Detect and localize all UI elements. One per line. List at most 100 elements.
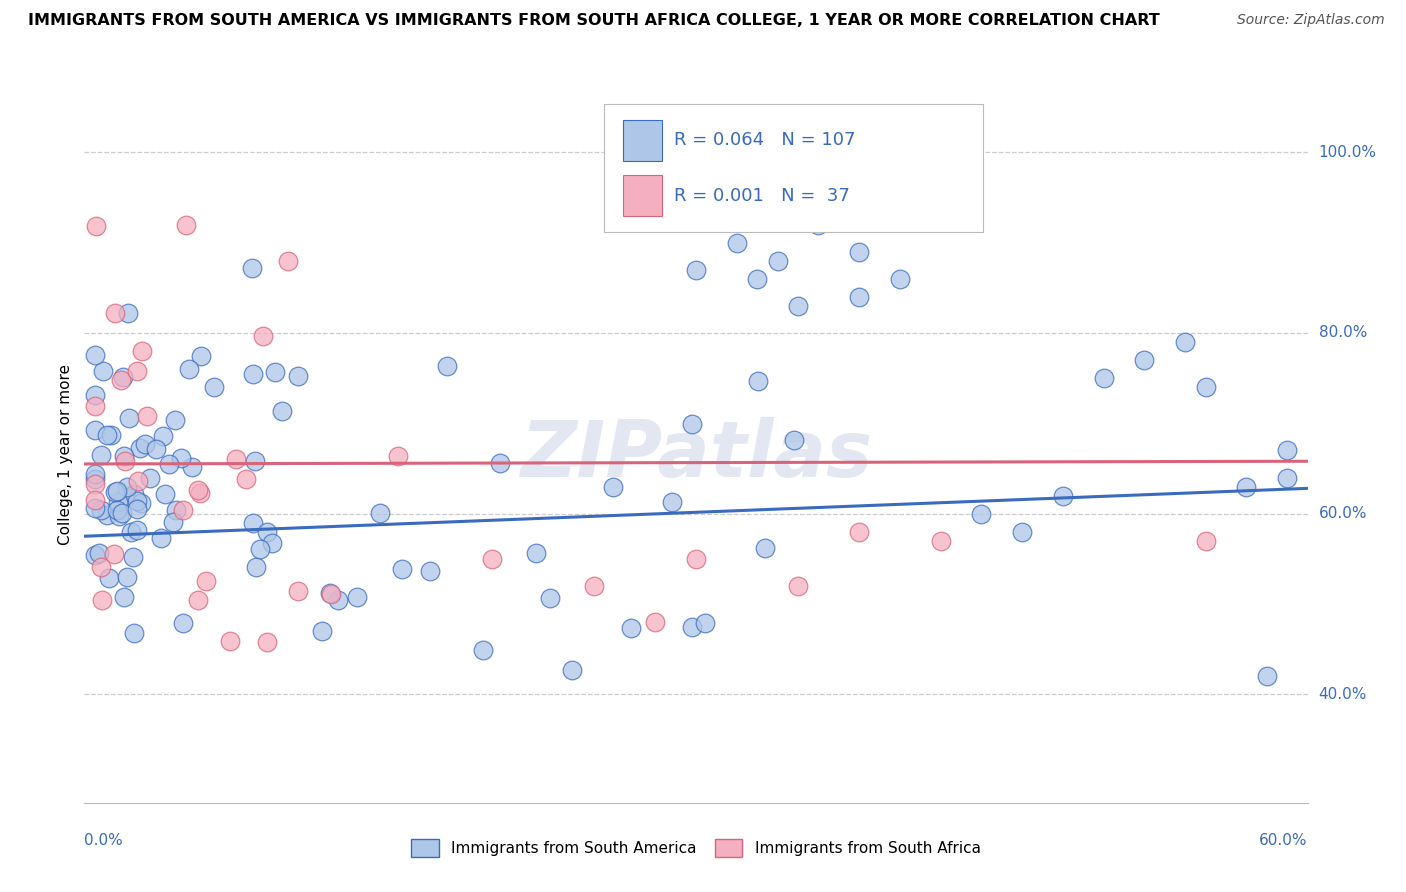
- Point: [90, 560, 112, 574]
- Point: [787, 579, 810, 593]
- Text: 60.0%: 60.0%: [1260, 833, 1308, 848]
- Point: [848, 244, 870, 259]
- Point: [90, 448, 112, 462]
- Point: [538, 591, 561, 606]
- Point: [127, 501, 149, 516]
- Point: [681, 620, 703, 634]
- Point: [112, 591, 135, 605]
- Point: [163, 413, 186, 427]
- Point: [177, 362, 200, 376]
- FancyBboxPatch shape: [623, 175, 662, 216]
- Point: [90, 592, 112, 607]
- Point: [107, 508, 129, 523]
- Point: [370, 506, 392, 520]
- Point: [96, 427, 118, 442]
- Point: [1092, 371, 1115, 385]
- Point: [489, 456, 512, 470]
- Point: [202, 380, 225, 394]
- Point: [848, 290, 870, 304]
- Point: [136, 409, 159, 423]
- Point: [190, 349, 212, 363]
- Point: [112, 450, 135, 464]
- Point: [1052, 489, 1074, 503]
- Point: [725, 235, 748, 250]
- Point: [644, 615, 666, 629]
- Point: [121, 550, 143, 565]
- Legend: Immigrants from South America, Immigrants from South Africa: Immigrants from South America, Immigrant…: [406, 834, 986, 862]
- Text: 60.0%: 60.0%: [1319, 506, 1367, 521]
- Point: [170, 450, 193, 465]
- Point: [252, 328, 274, 343]
- Point: [481, 551, 503, 566]
- Point: [235, 472, 257, 486]
- Point: [128, 441, 150, 455]
- Point: [83, 388, 105, 402]
- Point: [114, 490, 136, 504]
- Point: [256, 635, 278, 649]
- Text: R = 0.064   N = 107: R = 0.064 N = 107: [673, 131, 855, 150]
- Point: [120, 524, 142, 539]
- Point: [524, 546, 547, 560]
- Point: [103, 547, 125, 561]
- Text: 100.0%: 100.0%: [1319, 145, 1376, 160]
- Point: [387, 449, 409, 463]
- Point: [83, 348, 105, 362]
- Point: [155, 487, 177, 501]
- Point: [114, 454, 136, 468]
- Point: [1195, 380, 1218, 394]
- Point: [287, 584, 309, 599]
- Point: [117, 481, 139, 495]
- Text: Source: ZipAtlas.com: Source: ZipAtlas.com: [1237, 13, 1385, 28]
- Point: [172, 616, 194, 631]
- Point: [127, 475, 149, 489]
- Point: [271, 404, 294, 418]
- Point: [83, 472, 105, 486]
- Point: [83, 467, 105, 482]
- Text: 0.0%: 0.0%: [84, 833, 124, 848]
- Point: [122, 487, 145, 501]
- Point: [187, 593, 209, 607]
- Point: [129, 496, 152, 510]
- Point: [471, 643, 494, 657]
- Text: R = 0.001   N =  37: R = 0.001 N = 37: [673, 187, 849, 205]
- Point: [97, 571, 120, 585]
- Point: [685, 262, 707, 277]
- Point: [436, 359, 458, 374]
- Point: [681, 417, 703, 431]
- Point: [84, 219, 107, 233]
- Point: [139, 471, 162, 485]
- Point: [117, 306, 139, 320]
- Text: ZIPatlas: ZIPatlas: [520, 417, 872, 493]
- Point: [1275, 470, 1298, 484]
- Point: [277, 253, 299, 268]
- Point: [145, 442, 167, 457]
- Point: [321, 587, 343, 601]
- Point: [111, 506, 134, 520]
- Point: [1275, 443, 1298, 458]
- Point: [326, 593, 349, 607]
- Point: [787, 299, 810, 313]
- Point: [110, 373, 132, 387]
- Point: [391, 562, 413, 576]
- Point: [1133, 353, 1156, 368]
- Point: [181, 460, 204, 475]
- Point: [889, 271, 911, 285]
- Point: [1195, 533, 1218, 548]
- Point: [83, 501, 105, 516]
- Point: [747, 374, 769, 388]
- Point: [1011, 524, 1033, 539]
- Point: [783, 433, 806, 447]
- Point: [602, 480, 624, 494]
- Point: [83, 423, 105, 437]
- Point: [105, 502, 128, 516]
- Point: [90, 502, 112, 516]
- Point: [105, 483, 128, 498]
- Point: [83, 400, 105, 414]
- Point: [127, 494, 149, 508]
- Point: [91, 364, 114, 378]
- Point: [1234, 479, 1257, 493]
- Point: [172, 503, 194, 517]
- Point: [83, 477, 105, 491]
- Point: [104, 306, 127, 320]
- Point: [245, 454, 267, 468]
